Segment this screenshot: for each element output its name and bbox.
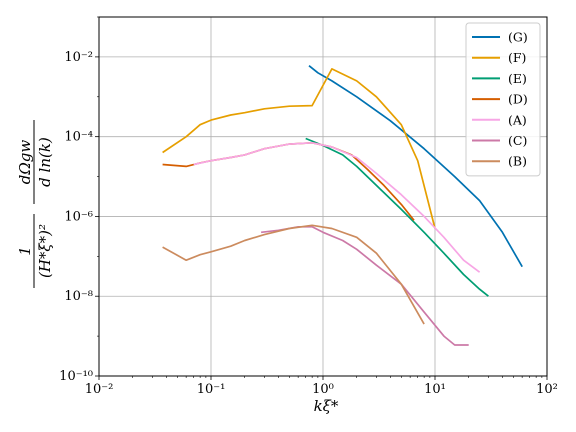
x-tick-label: 10⁻² bbox=[85, 382, 114, 397]
series-lines bbox=[162, 65, 523, 346]
series-line-d bbox=[162, 141, 415, 221]
y-tick-label: 10⁻⁸ bbox=[64, 289, 93, 304]
y-tick-label: 10⁻¹⁰ bbox=[59, 369, 93, 384]
x-axis-label: kξ* bbox=[314, 397, 339, 415]
y-label-deriv-denominator: d ln(k) bbox=[36, 137, 54, 187]
legend-label: (D) bbox=[508, 92, 528, 107]
legend-label: (E) bbox=[508, 71, 527, 86]
series-line-a bbox=[193, 141, 481, 273]
legend-label: (C) bbox=[508, 133, 527, 148]
x-tick-label: 10² bbox=[536, 382, 558, 397]
y-axis-label: 1 (H*ξ*)² dΩgw d ln(k) bbox=[16, 120, 54, 288]
legend-label: (G) bbox=[508, 30, 528, 45]
x-tick-label: 10⁰ bbox=[312, 382, 334, 397]
y-label-deriv-numerator: dΩgw bbox=[16, 140, 34, 185]
y-tick-label: 10⁻² bbox=[64, 50, 93, 65]
series-line-g bbox=[308, 65, 523, 268]
ticks: 10⁻² 10⁻¹ 10⁰ 10¹ 10² 10⁻¹⁰ 10⁻⁸ 10⁻⁶ 10⁻⁴ 10⁻² bbox=[59, 16, 558, 397]
series-line-e bbox=[305, 137, 489, 297]
legend-label: (B) bbox=[508, 154, 527, 169]
legend-label: (A) bbox=[508, 112, 527, 127]
y-label-frac-denominator: (H*ξ*)² bbox=[36, 224, 54, 278]
y-tick-label: 10⁻⁶ bbox=[64, 209, 93, 224]
y-tick-label: 10⁻⁴ bbox=[64, 130, 93, 145]
x-tick-label: 10¹ bbox=[424, 382, 446, 397]
legend: (G) (F) (E) (D) (A) (C) (B) bbox=[465, 22, 541, 177]
legend-box bbox=[465, 22, 541, 177]
y-label-frac-numerator: 1 bbox=[16, 246, 34, 256]
series-line-f bbox=[162, 68, 436, 229]
x-tick-label: 10⁻¹ bbox=[197, 382, 226, 397]
legend-label: (F) bbox=[508, 50, 526, 65]
series-line-b bbox=[162, 224, 425, 325]
